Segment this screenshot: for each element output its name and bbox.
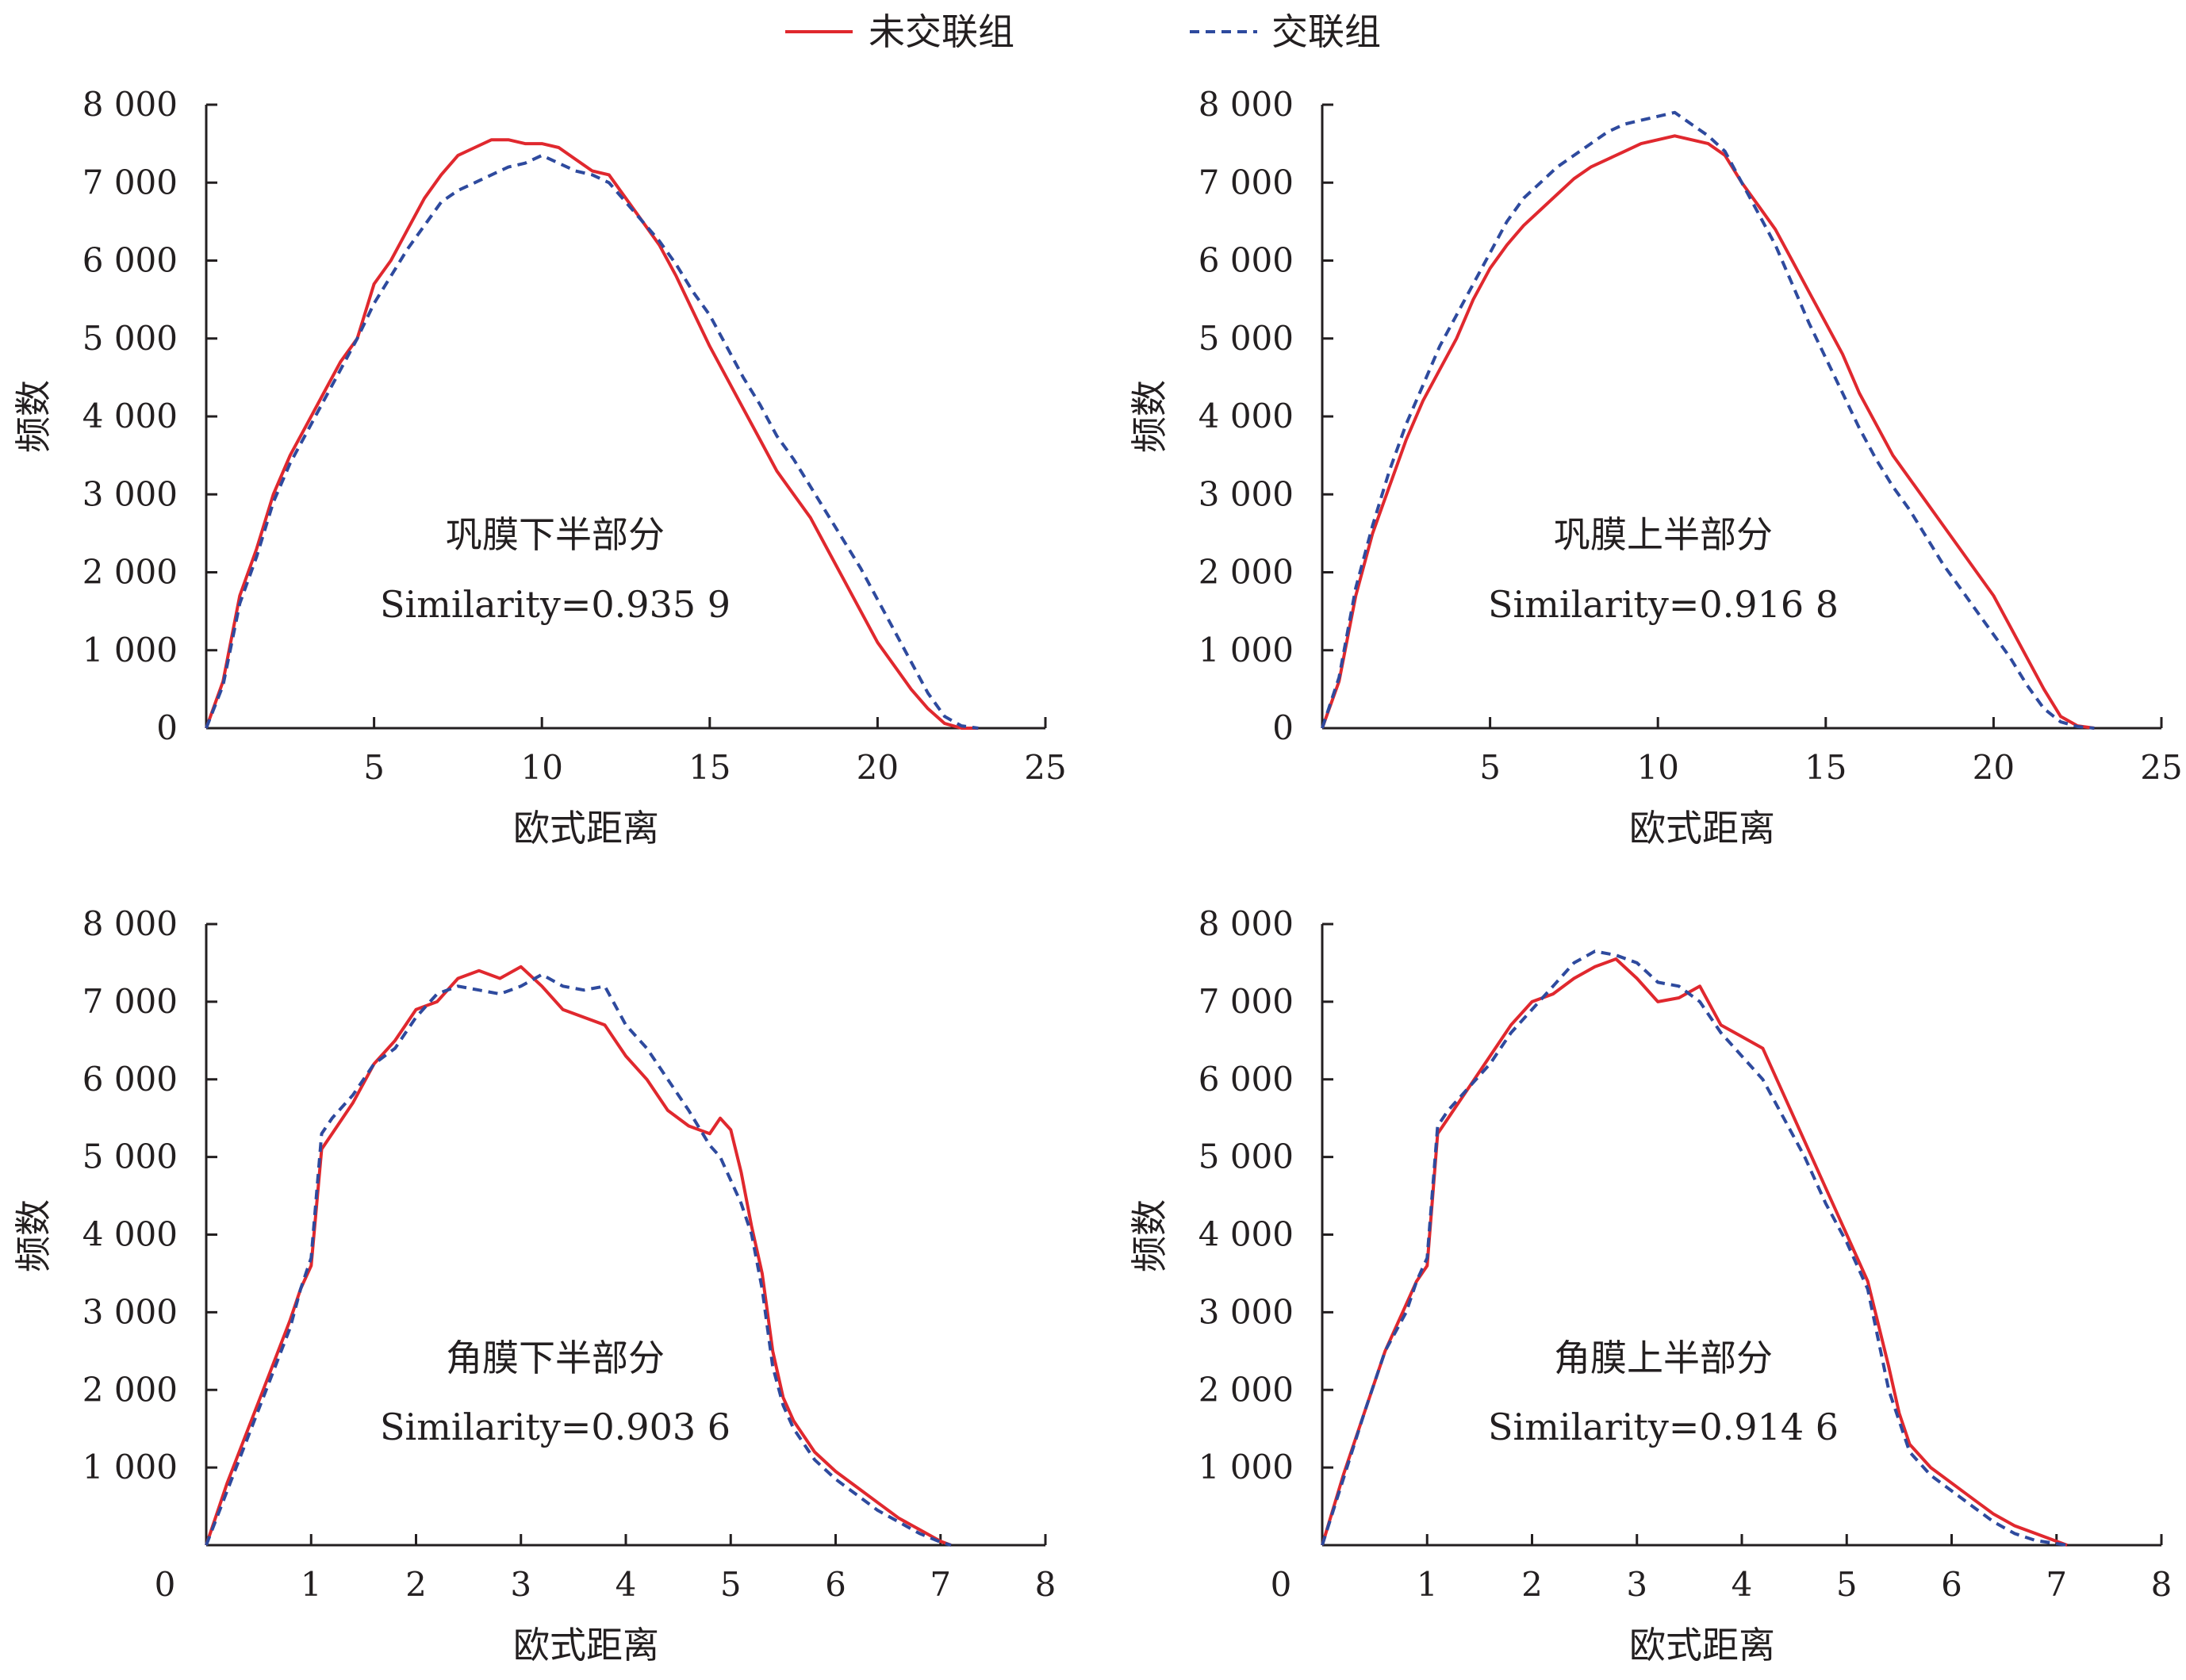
x-tick-label: 1	[1417, 1565, 1438, 1604]
series-line-uncrosslinked	[1321, 134, 2095, 730]
y-tick-label: 3 000	[82, 474, 178, 513]
x-tick-label: 1	[301, 1565, 322, 1604]
legend: 未交联组 交联组	[785, 10, 1381, 53]
x-tick-label: 0	[155, 1565, 176, 1604]
y-tick-label: 2 000	[82, 553, 178, 592]
y-tick-label: 7 000	[1198, 982, 1294, 1021]
y-tick-label: 7 000	[82, 982, 178, 1021]
x-tick-label: 4	[1732, 1565, 1753, 1604]
chart-panel-sclera-upper: 0 1 000 2 000 3 000 4 000 5 000 6 000 7 000 8 00…	[1128, 85, 2183, 850]
y-tick-label: 4 000	[82, 397, 178, 435]
x-tick-label: 8	[2151, 1565, 2173, 1604]
y-tick-label: 7 000	[1198, 163, 1294, 201]
y-tick-label: 8 000	[1198, 85, 1294, 124]
series-line-uncrosslinked	[205, 138, 979, 730]
panel-annotation-similarity: Similarity=0.916 8	[1488, 583, 1839, 626]
y-tick-label: 5 000	[82, 1137, 178, 1176]
panel-annotation-similarity: Similarity=0.914 6	[1488, 1406, 1839, 1448]
panel-annotation-title: 巩膜下半部分	[446, 513, 665, 556]
y-tick-label: 7 000	[82, 163, 178, 201]
x-tick-label: 3	[1626, 1565, 1647, 1604]
series-line-crosslinked	[205, 972, 952, 1547]
y-tick-label: 5 000	[82, 319, 178, 358]
series-line-crosslinked	[1321, 949, 2068, 1547]
y-tick-label: 4 000	[82, 1215, 178, 1254]
x-tick-label: 5	[1479, 748, 1501, 787]
chart-panel-cornea-lower: 1 000 2 000 3 000 4 000 5 000 6 000 7 000 8 000…	[12, 904, 1056, 1667]
y-tick-label: 5 000	[1198, 1137, 1294, 1176]
y-tick-label: 8 000	[82, 85, 178, 124]
legend-label-crosslinked: 交联组	[1271, 10, 1381, 53]
x-tick-label: 6	[1941, 1565, 1962, 1604]
y-tick-label: 8 000	[82, 904, 178, 943]
legend-label-uncrosslinked: 未交联组	[869, 10, 1014, 53]
y-axis-title: 频数	[12, 380, 55, 453]
panel-annotation-title: 角膜下半部分	[446, 1337, 665, 1379]
y-tick-label: 2 000	[82, 1370, 178, 1409]
x-tick-label: 20	[857, 748, 899, 787]
series-line-uncrosslinked	[1321, 957, 2068, 1547]
x-tick-label: 20	[1973, 748, 2015, 787]
y-axis-title: 频数	[1128, 380, 1171, 453]
y-tick-label: 6 000	[1198, 1060, 1294, 1099]
y-tick-label: 4 000	[1198, 1215, 1294, 1254]
x-tick-label: 0	[1271, 1565, 1292, 1604]
chart-panel-cornea-upper: 1 000 2 000 3 000 4 000 5 000 6 000 7 000 8 000…	[1128, 904, 2172, 1667]
x-tick-label: 3	[510, 1565, 531, 1604]
x-tick-label: 2	[1521, 1565, 1543, 1604]
y-tick-label: 4 000	[1198, 397, 1294, 435]
x-tick-label: 7	[930, 1565, 951, 1604]
y-tick-label: 5 000	[1198, 319, 1294, 358]
x-tick-label: 8	[1035, 1565, 1057, 1604]
x-tick-label: 5	[720, 1565, 742, 1604]
series-line-crosslinked	[1321, 110, 2095, 730]
y-axis-title: 频数	[12, 1199, 55, 1272]
y-tick-label: 1 000	[1198, 1448, 1294, 1486]
y-tick-label: 1 000	[82, 1448, 178, 1486]
x-tick-label: 10	[520, 748, 562, 787]
panel-annotation-title: 角膜上半部分	[1554, 1337, 1773, 1379]
x-axis-title: 欧式距离	[1629, 807, 1775, 850]
y-tick-label: 3 000	[1198, 1292, 1294, 1331]
y-tick-label: 0	[1272, 708, 1294, 747]
y-tick-label: 3 000	[1198, 474, 1294, 513]
y-tick-label: 2 000	[1198, 1370, 1294, 1409]
y-tick-label: 1 000	[82, 631, 178, 669]
chart-panel-sclera-lower: 0 1 000 2 000 3 000 4 000 5 000 6 000 7 000 8 00…	[12, 85, 1067, 850]
series-line-crosslinked	[205, 153, 979, 730]
x-tick-label: 4	[616, 1565, 637, 1604]
x-axis-title: 欧式距离	[1629, 1624, 1775, 1667]
x-tick-label: 15	[1804, 748, 1847, 787]
x-tick-label: 10	[1636, 748, 1678, 787]
y-tick-label: 6 000	[82, 1060, 178, 1099]
x-tick-label: 25	[2140, 748, 2182, 787]
panel-annotation-similarity: Similarity=0.935 9	[380, 583, 731, 626]
x-tick-label: 5	[363, 748, 385, 787]
panel-annotation-title: 巩膜上半部分	[1554, 513, 1773, 556]
y-tick-label: 6 000	[1198, 241, 1294, 280]
x-axis-title: 欧式距离	[513, 1624, 659, 1667]
series-line-uncrosslinked	[205, 965, 952, 1547]
y-tick-label: 1 000	[1198, 631, 1294, 669]
x-axis-title: 欧式距离	[513, 807, 659, 850]
x-tick-label: 25	[1024, 748, 1066, 787]
x-tick-label: 7	[2046, 1565, 2067, 1604]
y-tick-label: 8 000	[1198, 904, 1294, 943]
x-tick-label: 2	[405, 1565, 427, 1604]
y-axis-title: 频数	[1128, 1199, 1171, 1272]
x-tick-label: 15	[688, 748, 731, 787]
y-tick-label: 3 000	[82, 1292, 178, 1331]
y-tick-label: 6 000	[82, 241, 178, 280]
x-tick-label: 6	[825, 1565, 846, 1604]
y-tick-label: 0	[156, 708, 178, 747]
panel-annotation-similarity: Similarity=0.903 6	[380, 1406, 731, 1448]
x-tick-label: 5	[1836, 1565, 1858, 1604]
y-tick-label: 2 000	[1198, 553, 1294, 592]
